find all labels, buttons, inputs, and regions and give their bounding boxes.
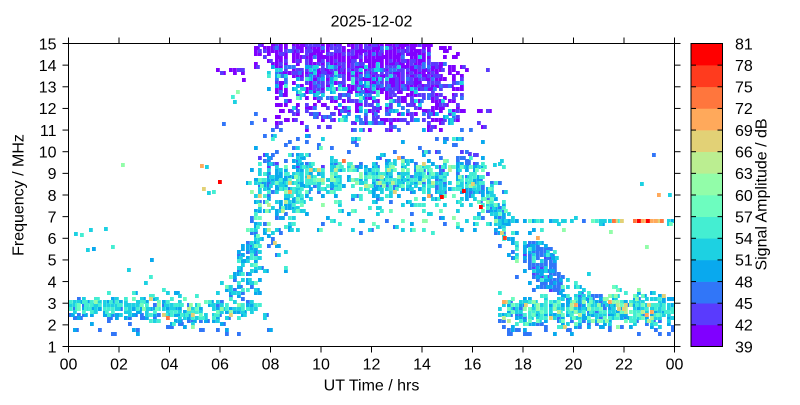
svg-text:04: 04 bbox=[161, 357, 179, 374]
svg-text:13: 13 bbox=[39, 80, 57, 97]
svg-text:45: 45 bbox=[735, 296, 753, 313]
svg-text:12: 12 bbox=[363, 357, 381, 374]
svg-text:72: 72 bbox=[735, 101, 753, 118]
svg-text:63: 63 bbox=[735, 166, 753, 183]
svg-text:02: 02 bbox=[110, 357, 128, 374]
svg-text:75: 75 bbox=[735, 80, 753, 97]
svg-text:00: 00 bbox=[666, 357, 684, 374]
svg-text:2: 2 bbox=[48, 318, 57, 335]
svg-text:39: 39 bbox=[735, 339, 753, 356]
svg-text:9: 9 bbox=[48, 166, 57, 183]
svg-text:10: 10 bbox=[312, 357, 330, 374]
svg-text:6: 6 bbox=[48, 231, 57, 248]
svg-text:11: 11 bbox=[40, 123, 57, 140]
svg-text:69: 69 bbox=[735, 123, 753, 140]
svg-text:60: 60 bbox=[735, 188, 753, 205]
svg-text:00: 00 bbox=[60, 357, 78, 374]
svg-text:14: 14 bbox=[39, 58, 57, 75]
svg-text:Frequency / MHz: Frequency / MHz bbox=[11, 134, 28, 256]
svg-text:14: 14 bbox=[413, 357, 431, 374]
svg-text:10: 10 bbox=[39, 145, 57, 162]
svg-text:1: 1 bbox=[48, 339, 57, 356]
svg-text:7: 7 bbox=[48, 209, 57, 226]
svg-text:4: 4 bbox=[48, 274, 57, 291]
svg-text:51: 51 bbox=[735, 253, 753, 270]
svg-text:08: 08 bbox=[262, 357, 280, 374]
svg-text:15: 15 bbox=[39, 36, 57, 53]
svg-text:42: 42 bbox=[735, 318, 753, 335]
svg-text:48: 48 bbox=[735, 274, 753, 291]
svg-text:3: 3 bbox=[48, 296, 57, 313]
svg-text:Signal Amplitude / dB: Signal Amplitude / dB bbox=[754, 118, 771, 270]
svg-text:54: 54 bbox=[735, 231, 753, 248]
svg-text:66: 66 bbox=[735, 145, 753, 162]
svg-text:5: 5 bbox=[48, 253, 57, 270]
svg-text:12: 12 bbox=[39, 101, 57, 118]
svg-text:8: 8 bbox=[48, 188, 57, 205]
svg-text:22: 22 bbox=[615, 357, 633, 374]
svg-text:18: 18 bbox=[514, 357, 532, 374]
svg-text:57: 57 bbox=[735, 209, 753, 226]
svg-text:06: 06 bbox=[211, 357, 229, 374]
svg-text:20: 20 bbox=[565, 357, 583, 374]
svg-text:78: 78 bbox=[735, 58, 753, 75]
svg-text:2025-12-02: 2025-12-02 bbox=[331, 14, 413, 31]
svg-text:16: 16 bbox=[464, 357, 482, 374]
svg-text:UT Time / hrs: UT Time / hrs bbox=[324, 378, 420, 395]
svg-text:81: 81 bbox=[735, 36, 753, 53]
